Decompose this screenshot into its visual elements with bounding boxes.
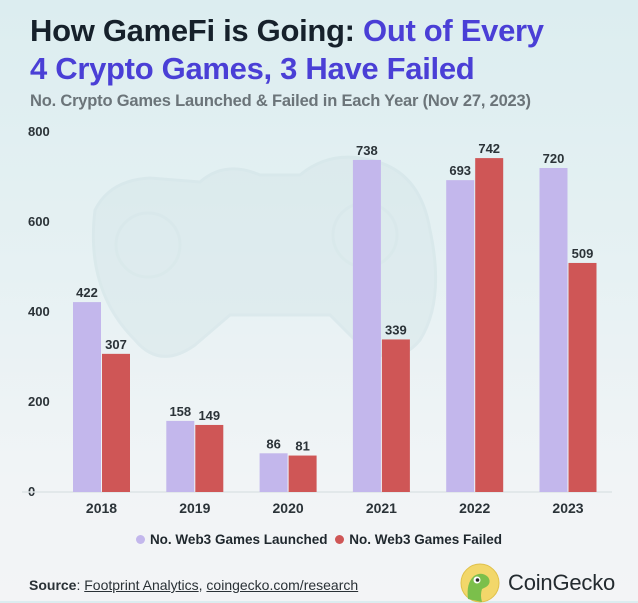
- x-axis: 2018 2019 2020 2021 2022 2023: [86, 500, 584, 516]
- bar-failed-2018: [102, 353, 130, 492]
- bar-launched-2020: [259, 453, 288, 492]
- source-separator: :: [76, 577, 85, 593]
- bar-launched-2022: [446, 180, 475, 492]
- data-label-launched-2022: 693: [449, 163, 471, 178]
- y-tick-label: 600: [28, 214, 50, 229]
- source-label: Source: [29, 577, 77, 593]
- x-tick-label: 2020: [273, 500, 304, 516]
- title-line2: 4 Crypto Games, 3 Have Failed: [30, 51, 475, 86]
- y-tick-label: 400: [28, 304, 50, 319]
- bar-failed-2023: [568, 262, 597, 492]
- coingecko-logo-icon: [460, 563, 500, 603]
- gamepad-watermark-icon: [91, 155, 438, 358]
- x-tick-label: 2021: [366, 500, 397, 516]
- legend-label-launched: No. Web3 Games Launched: [149, 532, 328, 547]
- data-label-launched-2021: 738: [356, 143, 378, 158]
- data-label-launched-2023: 720: [543, 151, 565, 166]
- source-link-coingecko[interactable]: coingecko.com/research: [206, 577, 359, 593]
- bar-launched-2023: [539, 168, 568, 492]
- legend-item-failed: No. Web3 Games Failed: [335, 532, 502, 547]
- chart-subtitle: No. Crypto Games Launched & Failed in Ea…: [30, 92, 531, 110]
- coingecko-brand: CoinGecko: [460, 563, 615, 603]
- bar-failed-2021: [381, 339, 410, 492]
- data-label-failed-2023: 509: [572, 246, 594, 261]
- x-tick-label: 2019: [179, 500, 210, 516]
- legend-label-failed: No. Web3 Games Failed: [349, 532, 503, 547]
- x-tick-label: 2018: [86, 500, 117, 516]
- legend: No. Web3 Games Launched No. Web3 Games F…: [0, 532, 638, 547]
- data-label-launched-2020: 86: [266, 436, 280, 451]
- y-tick-label: 800: [28, 124, 50, 139]
- bar-launched-2021: [352, 159, 381, 492]
- title-part2: Out of Every: [363, 13, 544, 48]
- bar-failed-2019: [195, 424, 224, 492]
- legend-swatch-failed: [335, 535, 345, 544]
- source-line: Source: Footprint Analytics, coingecko.c…: [29, 577, 358, 593]
- y-tick-label: 200: [28, 394, 50, 409]
- data-label-launched-2018: 422: [76, 285, 98, 300]
- y-axis: 0200400600800: [28, 124, 50, 499]
- legend-item-launched: No. Web3 Games Launched: [135, 532, 328, 547]
- chart-title: How GameFi is Going: Out of Every 4 Cryp…: [30, 12, 544, 88]
- data-label-failed-2018: 307: [105, 337, 127, 352]
- data-label-launched-2019: 158: [169, 404, 191, 419]
- bar-launched-2019: [166, 420, 195, 492]
- bar-launched-2018: [73, 302, 101, 492]
- source-link-footprint[interactable]: Footprint Analytics: [84, 577, 199, 593]
- bar-failed-2022: [475, 158, 504, 492]
- data-label-failed-2022: 742: [478, 141, 500, 156]
- data-label-failed-2020: 81: [295, 439, 309, 454]
- legend-swatch-launched: [135, 535, 145, 544]
- data-label-failed-2021: 339: [385, 322, 407, 337]
- bar-failed-2020: [288, 455, 317, 492]
- brand-name: CoinGecko: [508, 570, 616, 595]
- source-comma: ,: [198, 577, 207, 593]
- x-tick-label: 2022: [459, 500, 490, 516]
- data-label-failed-2019: 149: [198, 408, 220, 423]
- x-tick-label: 2023: [552, 500, 583, 516]
- bars: 422 307 158 149 86 81 738 339 693 742 720 509: [73, 141, 597, 492]
- title-part1: How GameFi is Going:: [30, 13, 364, 48]
